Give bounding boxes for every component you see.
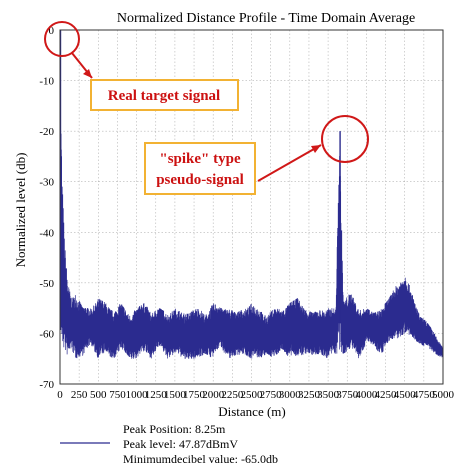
x-tick-label: 2250 [221, 389, 244, 401]
legend-line-peak-level: Peak level: 47.87dBmV [123, 437, 238, 451]
x-tick-label: 1750 [183, 389, 206, 401]
y-tick-label: -70 [39, 379, 54, 391]
annotation-circle-spike [321, 115, 369, 163]
y-tick-label: 0 [49, 25, 55, 37]
y-tick-label: -50 [39, 278, 54, 290]
annotation-circle-real-target [44, 21, 80, 57]
x-tick-label: 0 [57, 389, 63, 401]
series-trace [59, 102, 444, 359]
x-tick-label: 4750 [413, 389, 436, 401]
y-tick-label: -30 [39, 177, 54, 189]
y-tick-label: -40 [39, 227, 54, 239]
annotation-real-target: Real target signal [44, 21, 239, 111]
x-tick-label: 2000 [202, 389, 225, 401]
x-tick-labels: 0 250 500 750 100012501500175020002250250027… [57, 389, 454, 401]
x-axis-label: Distance (m) [218, 404, 286, 419]
x-tick-label: 4500 [394, 389, 417, 401]
y-axis-label: Normalized level (db) [13, 153, 28, 268]
x-tick-label: 3000 [279, 389, 302, 401]
x-tick-label: 5000 [432, 389, 455, 401]
legend-line-minimum-decibel: Minimumdecibel value: -65.0db [123, 452, 278, 466]
x-tick-label: 500 [90, 389, 107, 401]
x-tick-label: 3750 [336, 389, 359, 401]
legend: Peak Position: 8.25m Peak level: 47.87dB… [60, 422, 278, 466]
x-tick-label: 750 [109, 389, 126, 401]
annotation-spike: "spike" type pseudo-signal [144, 115, 369, 195]
y-tick-label: -10 [39, 76, 54, 88]
x-tick-label: 4250 [375, 389, 398, 401]
x-tick-label: 1000 [126, 389, 149, 401]
x-tick-label: 4000 [355, 389, 378, 401]
annotation-box-real-target [90, 79, 239, 111]
annotation-arrow-spike [257, 144, 322, 182]
annotation-arrowhead-real-target [83, 69, 92, 78]
legend-line-peak-position: Peak Position: 8.25m [123, 422, 226, 436]
x-tick-label: 3250 [298, 389, 321, 401]
x-tick-label: 1500 [164, 389, 187, 401]
annotation-label-spike-line2: pseudo-signal [156, 172, 244, 188]
x-tick-label: 3500 [317, 389, 340, 401]
x-tick-label: 1250 [145, 389, 168, 401]
x-tick-label: 2500 [241, 389, 264, 401]
annotation-box-spike [144, 142, 256, 195]
x-tick-label: 250 [71, 389, 88, 401]
y-tick-labels: 0 -10 -20 -30 -40 -50 -60 -70 [39, 25, 54, 391]
y-tick-label: -60 [39, 328, 54, 340]
annotation-label-real-target: Real target signal [108, 88, 220, 104]
chart-title: Normalized Distance Profile - Time Domai… [117, 11, 415, 26]
x-tick-label: 2750 [260, 389, 283, 401]
annotation-label-spike-line1: "spike" type [159, 151, 241, 167]
y-tick-label: -20 [39, 126, 54, 138]
plot-frame [59, 29, 444, 385]
annotation-arrowhead-spike [311, 145, 321, 153]
